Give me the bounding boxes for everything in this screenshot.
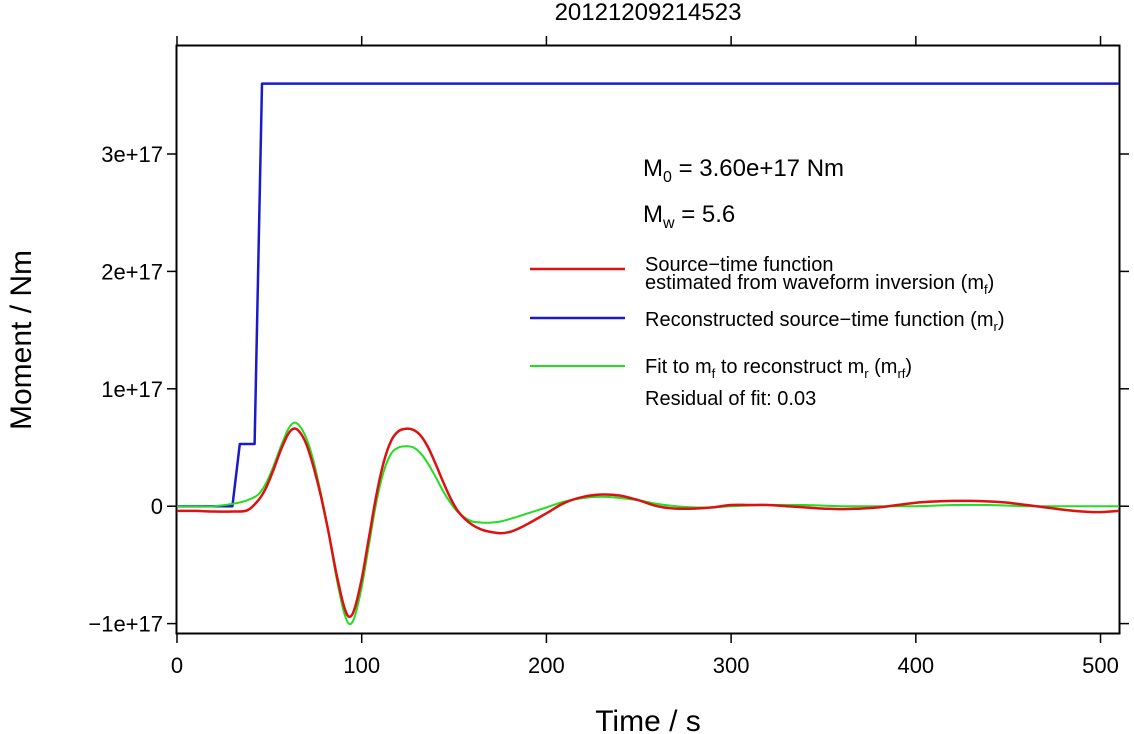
y-tick-label: 3e+17 [101, 142, 163, 167]
series-layer [177, 82, 1119, 626]
plot-frame [175, 44, 1121, 635]
legend-label-mrf: Fit to mf to reconstruct mr (mrf) [645, 356, 912, 381]
x-tick-label: 300 [713, 653, 750, 678]
y-tick-label: −1e+17 [88, 612, 163, 637]
residual-annotation: Residual of fit: 0.03 [645, 388, 816, 410]
x-tick-label: 200 [528, 653, 565, 678]
legend-label-mf-line2: estimated from waveform inversion (mf) [645, 272, 994, 297]
series-line-mrf [177, 421, 1119, 626]
x-tick-label: 400 [897, 653, 934, 678]
x-axis-label: Time / s [595, 705, 701, 734]
chart-title: 20121209214523 [555, 0, 742, 26]
legend-label-mf-line1: Source−time function [645, 254, 833, 276]
legend-label-mr: Reconstructed source−time function (mr) [645, 309, 1005, 334]
series-line-mr [177, 82, 1119, 508]
legend: Source−time function estimated from wave… [530, 254, 1005, 410]
x-axis: 0 100 200 300 400 500 [171, 36, 1119, 678]
y-axis: −1e+17 0 1e+17 2e+17 3e+17 [88, 142, 1129, 637]
m0-annotation: M0 = 3.60e+17 Nm [643, 155, 844, 186]
y-tick-label: 0 [151, 494, 163, 519]
series-line-mf [177, 427, 1119, 619]
y-tick-label: 1e+17 [101, 377, 163, 402]
y-axis-label: Moment / Nm [5, 250, 38, 430]
mw-annotation: Mw = 5.6 [643, 201, 735, 232]
y-tick-label: 2e+17 [101, 259, 163, 284]
x-tick-label: 500 [1082, 653, 1119, 678]
x-tick-label: 100 [343, 653, 380, 678]
x-tick-label: 0 [171, 653, 183, 678]
